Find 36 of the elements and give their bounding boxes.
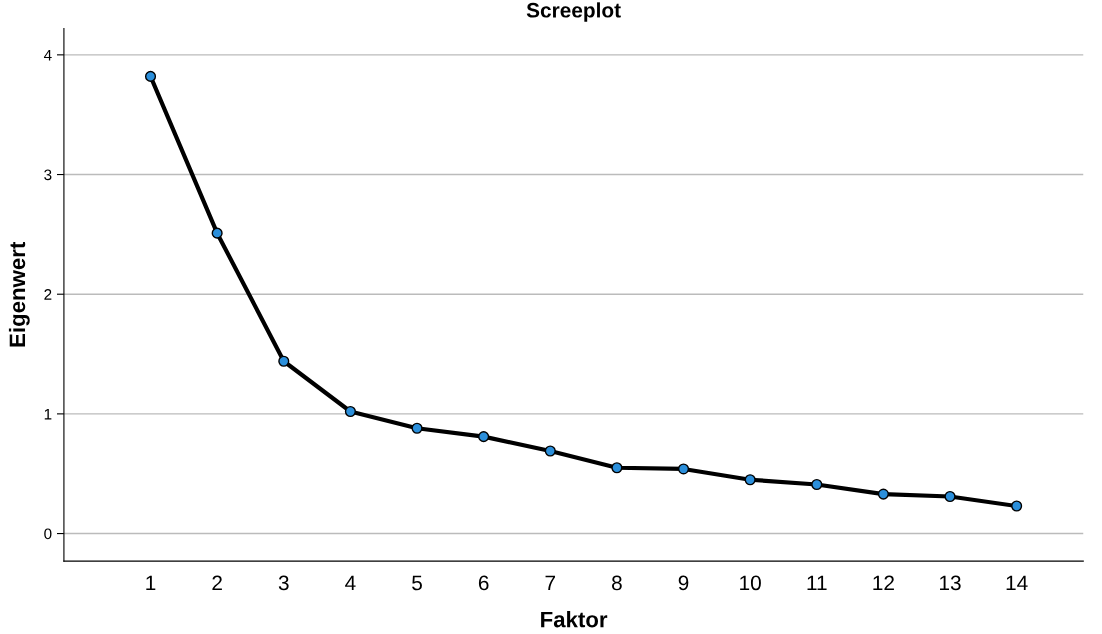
x-axis-title: Faktor [541,611,608,628]
x-tick-label: 5 [412,575,422,591]
point [811,478,823,491]
y-tick-label: 2 [44,289,52,300]
point [1011,500,1023,512]
x-tick-label: 3 [278,575,289,591]
x-tick-label: 6 [478,575,489,591]
x-tick-label: 10 [740,575,761,591]
x-tick-label: 8 [612,575,622,591]
point [278,355,290,367]
y-tick-label: 4 [43,49,52,61]
point [411,422,423,434]
point [877,488,889,500]
point [344,405,356,418]
x-tick-label: 9 [678,575,689,591]
point [744,474,756,486]
x-tick-label: 12 [873,575,894,591]
point [944,490,956,503]
point [544,445,556,457]
point [478,431,490,443]
x-tick-label: 2 [212,575,222,591]
x-tick-label: 14 [1006,575,1028,591]
point [144,70,157,82]
y-tick-label: 0 [44,528,52,540]
x-tick-label: 1 [146,575,156,591]
y-axis-title: Eigenwert [8,241,30,347]
y-tick-label: 3 [44,169,52,181]
point [211,227,223,239]
x-tick-label: 7 [545,575,556,591]
x-tick-label: 13 [940,575,961,591]
y-tick-label: 1 [44,408,52,420]
point [611,462,623,474]
x-tick-label: 11 [807,575,827,591]
x-tick-label: 4 [345,575,356,591]
chart-title: Screeplot [526,2,621,22]
point [677,463,690,475]
